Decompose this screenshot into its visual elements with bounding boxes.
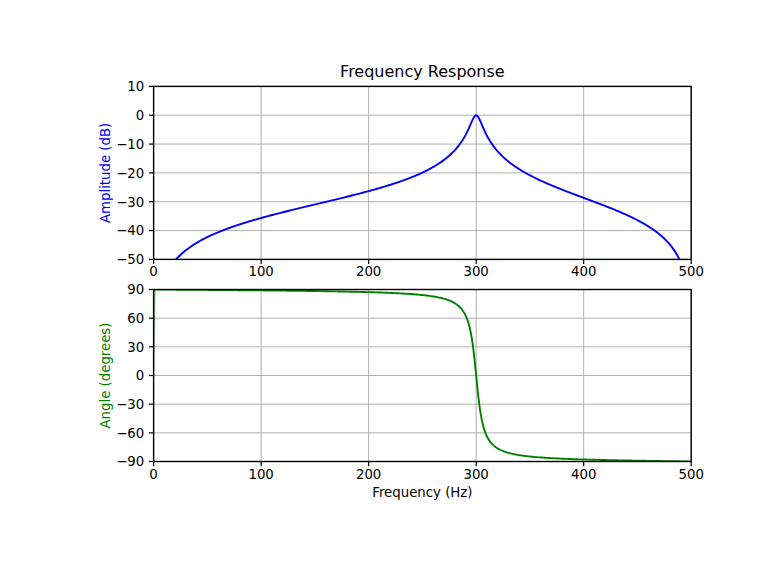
y-tick-label: 60 — [127, 311, 144, 326]
y-tick-label: −90 — [116, 454, 144, 469]
x-tick-label: 500 — [679, 467, 704, 482]
ticks — [149, 290, 691, 467]
tick-labels: 9060300−30−60−900100200300400500 — [116, 282, 704, 481]
figure: 100−10−20−30−40−500100200300400500906030… — [0, 0, 768, 576]
x-tick-label: 300 — [463, 264, 488, 279]
chart-svg: 100−10−20−30−40−500100200300400500906030… — [0, 0, 768, 576]
x-tick-label: 400 — [571, 467, 596, 482]
ticks — [149, 86, 691, 264]
x-tick-label: 300 — [463, 467, 488, 482]
y-tick-label: 0 — [136, 368, 144, 383]
amplitude-ylabel: Amplitude (dB) — [98, 123, 113, 223]
tick-labels: 100−10−20−30−40−500100200300400500 — [116, 79, 704, 279]
y-tick-label: −30 — [116, 397, 144, 412]
y-tick-label: −30 — [116, 195, 144, 210]
x-tick-label: 100 — [248, 467, 273, 482]
chart-title: Frequency Response — [340, 62, 505, 81]
angle-ylabel: Angle (degrees) — [98, 323, 113, 429]
xlabel: Frequency (Hz) — [372, 485, 472, 500]
y-tick-label: −50 — [116, 252, 144, 267]
y-tick-label: −40 — [116, 223, 144, 238]
grid — [154, 290, 692, 462]
y-tick-label: 90 — [127, 282, 144, 297]
y-tick-label: −10 — [116, 137, 144, 152]
x-tick-label: 0 — [149, 467, 157, 482]
y-tick-label: −60 — [116, 426, 144, 441]
y-tick-label: 10 — [127, 79, 144, 94]
x-tick-label: 500 — [679, 264, 704, 279]
x-tick-label: 400 — [571, 264, 596, 279]
y-tick-label: 30 — [127, 340, 144, 355]
x-tick-label: 100 — [248, 264, 273, 279]
x-tick-label: 200 — [356, 467, 381, 482]
x-tick-label: 200 — [356, 264, 381, 279]
x-tick-label: 0 — [149, 264, 157, 279]
y-tick-label: 0 — [136, 108, 144, 123]
y-tick-label: −20 — [116, 166, 144, 181]
